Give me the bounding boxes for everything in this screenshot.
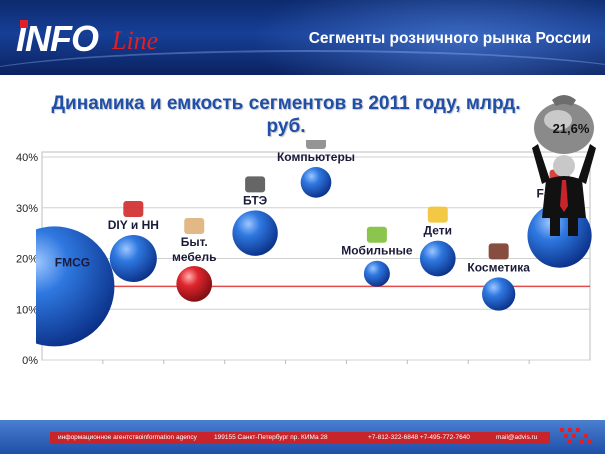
logo-main-text: INFO <box>16 18 99 59</box>
header-banner: INFO Line Сегменты розничного рынка Росс… <box>0 0 605 75</box>
logo-red-dot <box>20 20 28 28</box>
header-title: Сегменты розничного рынка России <box>308 30 591 47</box>
segment-icon <box>184 218 205 235</box>
point-label: Быт. мебель <box>172 235 216 264</box>
point-label: Косметика <box>467 260 530 274</box>
bubble-бтэ <box>232 210 278 256</box>
y-tick-label: 40% <box>16 152 38 164</box>
bubble-chart: 0% 10% 20% 30% 40% FMCG DIY и НН Быт. мебель БТЭ… <box>16 140 592 367</box>
y-tick-label: 0% <box>22 355 38 367</box>
infoline-logo: INFO Line <box>16 16 176 59</box>
footer-phones: +7-812-322-6848 +7-495-772-7640 <box>368 434 470 441</box>
bubble-мобильные <box>363 260 390 287</box>
footer-agency-en: information agency <box>142 434 197 441</box>
bubble-series <box>36 167 592 347</box>
segment-icon <box>245 176 266 193</box>
bubble-быт-мебель <box>176 266 213 302</box>
y-tick-labels: 0% 10% 20% 30% 40% <box>16 152 38 367</box>
footer-address: 199155 Санкт-Петербург пр. КИМа 28 <box>214 434 328 441</box>
segment-icon <box>366 226 387 243</box>
point-label: Компьютеры <box>277 150 355 164</box>
point-label: Мобильные <box>341 244 413 258</box>
segment-icon <box>306 140 326 150</box>
bubble-дети <box>419 240 456 277</box>
chart-title: Динамика и емкость сегментов в 2011 году… <box>51 93 521 137</box>
y-tick-label: 30% <box>16 203 38 215</box>
point-label: DIY и НН <box>108 218 159 232</box>
bubble-компьютеры <box>300 167 332 198</box>
footer-bar: информационное агентство information age… <box>0 420 605 454</box>
segment-icon <box>427 206 448 223</box>
point-label: FMCG <box>55 255 90 269</box>
money-bag-icon <box>532 95 596 236</box>
footer-red-strip <box>50 432 550 444</box>
footer-agency-ru: информационное агентство <box>58 434 143 441</box>
logo-script-text: Line <box>112 26 159 55</box>
segment-icon <box>123 200 144 217</box>
header-wave <box>0 50 605 75</box>
footer-email[interactable]: mail@advis.ru <box>496 434 538 441</box>
segment-icon <box>488 243 509 260</box>
point-label: Дети <box>424 224 452 238</box>
y-tick-label: 20% <box>16 254 38 266</box>
y-tick-label: 10% <box>16 304 38 316</box>
bubble-diy-и-нн <box>109 234 157 283</box>
growth-badge-value: 21,6% <box>552 121 590 136</box>
footer-pixel-grid-icon <box>560 428 596 448</box>
bubble-fmcg <box>36 226 115 347</box>
point-label: БТЭ <box>243 193 268 207</box>
bubble-косметика <box>482 277 516 311</box>
